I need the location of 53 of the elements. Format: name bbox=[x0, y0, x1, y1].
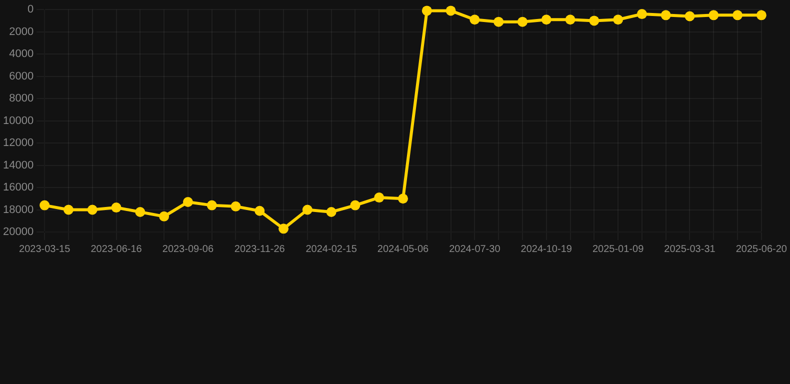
point bbox=[254, 206, 265, 216]
y-tick-label: 10000 bbox=[2, 114, 34, 127]
point bbox=[135, 206, 146, 217]
y-tick-label: 14000 bbox=[2, 159, 34, 172]
point bbox=[494, 16, 504, 27]
x-tick-label: 2024-07-30 bbox=[449, 244, 501, 255]
point bbox=[613, 14, 624, 25]
point bbox=[517, 16, 528, 27]
x-tick-label: 2024-10-19 bbox=[520, 244, 572, 255]
x-tick-label: 2024-05-06 bbox=[377, 244, 430, 255]
x-tick-label: 2023-06-16 bbox=[90, 244, 142, 255]
x-tick-label: 2023-09-06 bbox=[162, 244, 214, 255]
point bbox=[684, 11, 695, 22]
point bbox=[374, 192, 384, 203]
x-tick-label: 2025-01-09 bbox=[592, 244, 644, 255]
point bbox=[589, 16, 600, 26]
point bbox=[302, 204, 312, 215]
point bbox=[159, 211, 170, 222]
point bbox=[732, 10, 743, 20]
x-tick-label: 2025-03-31 bbox=[664, 244, 716, 255]
x-tick-label: 2023-03-15 bbox=[19, 244, 71, 255]
x-tick-label: 2025-06-20 bbox=[736, 244, 788, 255]
point bbox=[708, 10, 719, 20]
point bbox=[230, 201, 241, 212]
point bbox=[206, 200, 217, 210]
y-tick-label: 16000 bbox=[2, 182, 34, 194]
y-tick-label: 20000 bbox=[2, 226, 34, 238]
point bbox=[636, 9, 647, 20]
point bbox=[87, 204, 98, 215]
point bbox=[756, 10, 766, 20]
point bbox=[182, 196, 193, 207]
point bbox=[40, 200, 50, 210]
x-tick-label: 2024-02-15 bbox=[306, 244, 358, 255]
point bbox=[446, 6, 456, 16]
point bbox=[565, 14, 576, 25]
point bbox=[326, 206, 336, 217]
y-tick-label: 0 bbox=[27, 4, 34, 16]
point bbox=[422, 6, 432, 16]
point bbox=[63, 204, 74, 215]
point bbox=[660, 10, 671, 20]
x-tick-label: 2023-11-26 bbox=[234, 244, 286, 255]
point bbox=[541, 14, 552, 25]
point bbox=[111, 202, 122, 213]
y-tick-label: 18000 bbox=[2, 204, 34, 216]
point bbox=[350, 200, 360, 210]
point bbox=[470, 14, 480, 25]
y-tick-label: 4000 bbox=[9, 48, 34, 60]
y-tick-label: 12000 bbox=[2, 137, 34, 150]
y-tick-label: 2000 bbox=[9, 26, 34, 38]
point bbox=[398, 194, 408, 204]
y-tick-label: 8000 bbox=[9, 92, 34, 105]
point bbox=[278, 224, 289, 234]
y-tick-label: 6000 bbox=[9, 70, 34, 82]
